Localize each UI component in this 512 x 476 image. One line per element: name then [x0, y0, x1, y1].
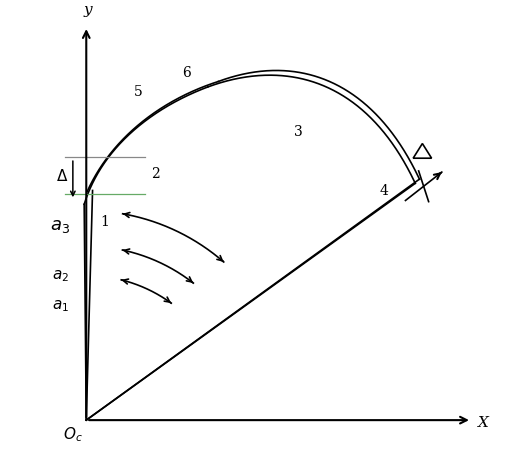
Text: y: y	[84, 3, 93, 17]
Text: 6: 6	[182, 66, 191, 80]
Text: 1: 1	[101, 215, 110, 228]
Text: $a_1$: $a_1$	[52, 298, 69, 313]
Text: $a_3$: $a_3$	[50, 217, 70, 235]
Text: $O_c$: $O_c$	[63, 424, 83, 443]
Text: $a_2$: $a_2$	[52, 268, 69, 284]
Text: X: X	[478, 416, 489, 429]
Text: 4: 4	[379, 183, 388, 197]
Text: $\Delta$: $\Delta$	[56, 168, 69, 184]
Text: 2: 2	[151, 167, 160, 180]
Text: 3: 3	[293, 125, 302, 139]
Text: 5: 5	[134, 85, 143, 99]
